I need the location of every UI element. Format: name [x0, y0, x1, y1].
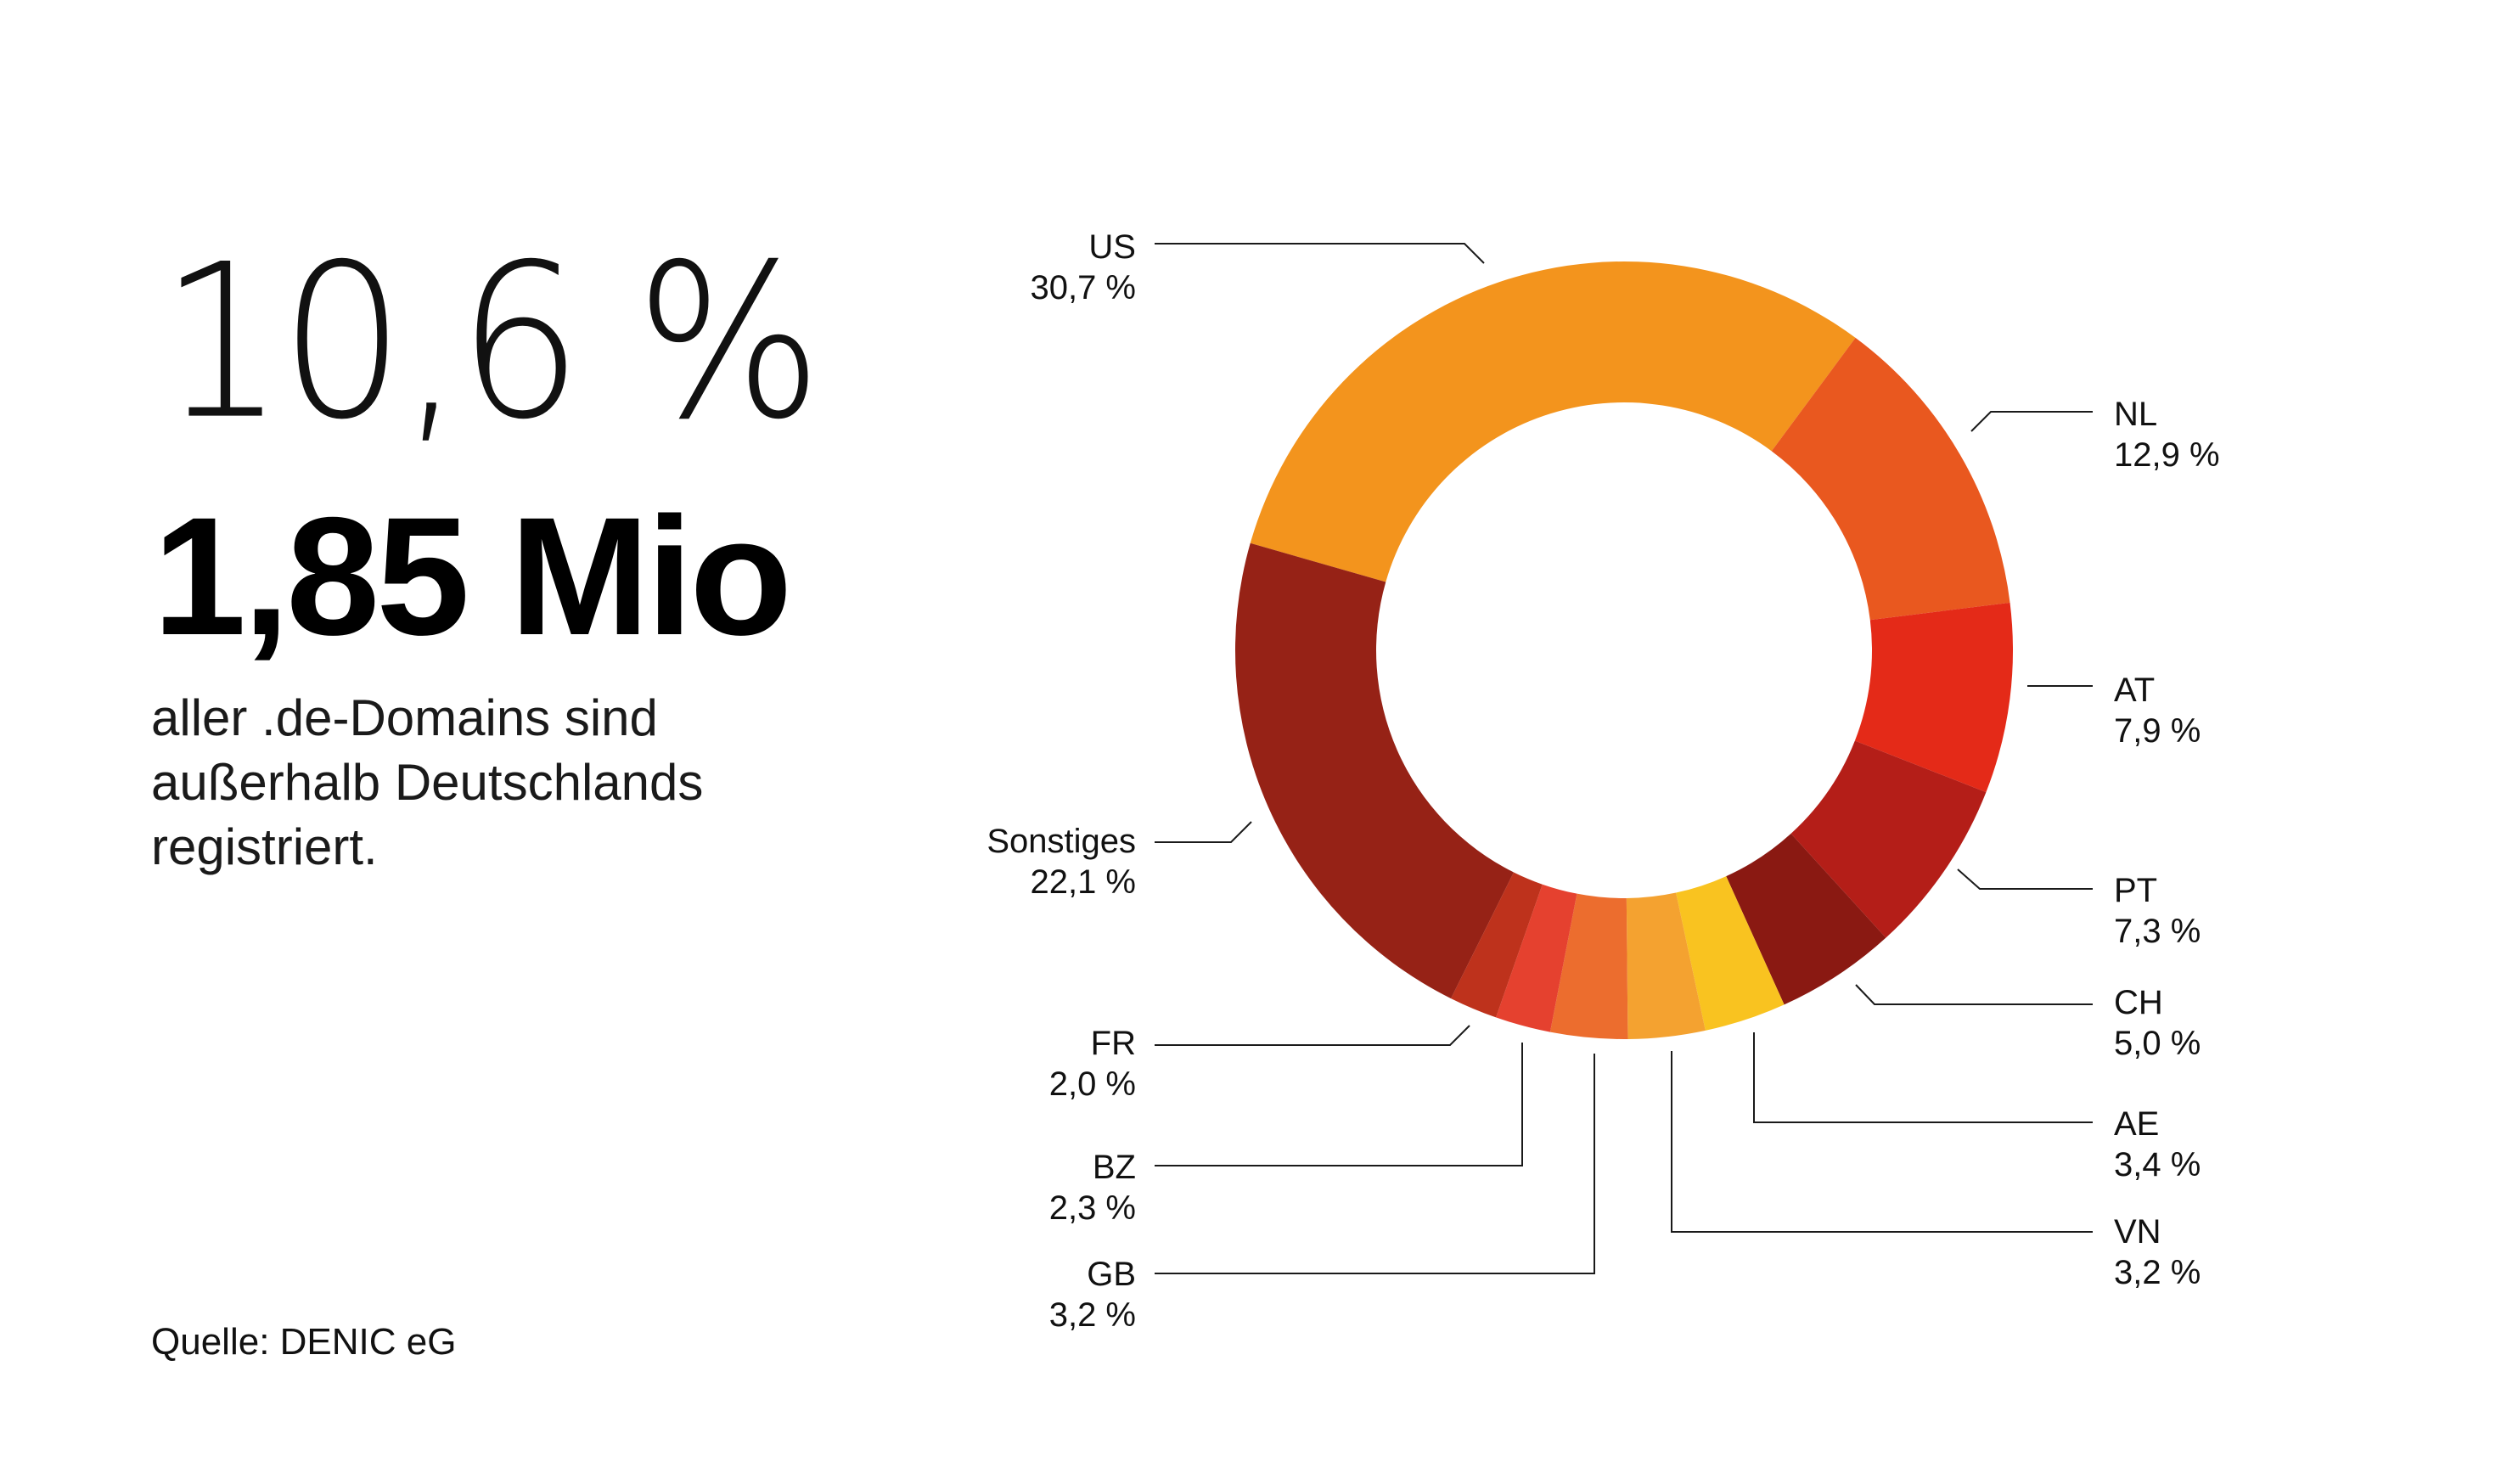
- donut-segment-ch: [1726, 833, 1886, 1005]
- segment-value-us: 30,7 %: [1030, 269, 1136, 306]
- segment-value-ae: 3,4 %: [2114, 1146, 2201, 1183]
- donut-segment-bz: [1496, 884, 1577, 1032]
- segment-label-sonstiges: Sonstiges: [986, 823, 1136, 860]
- description-line-3: registriert.: [151, 818, 378, 875]
- leader-line-nl: [1970, 411, 2093, 432]
- leader-line-gb: [1155, 1054, 1595, 1274]
- headline-count: 1,85 Mio: [153, 482, 792, 670]
- headline-percent: 10,6 %: [160, 218, 823, 467]
- segment-label-ae: AE: [2114, 1105, 2159, 1143]
- source-note: Quelle: DENIC eG: [151, 1321, 457, 1363]
- segment-label-gb: GB: [1087, 1256, 1136, 1293]
- segment-value-bz: 2,3 %: [1049, 1189, 1136, 1227]
- segment-label-fr: FR: [1091, 1025, 1136, 1062]
- leader-line-fr: [1155, 1025, 1470, 1046]
- segment-label-vn: VN: [2114, 1213, 2161, 1251]
- description-line-2: außerhalb Deutschlands: [151, 754, 704, 811]
- leader-line-ae: [1753, 1032, 2093, 1123]
- leader-line-bz: [1155, 1043, 1523, 1166]
- segment-value-sonstiges: 22,1 %: [1030, 863, 1136, 901]
- leader-line-vn: [1671, 1051, 2093, 1233]
- donut-segment-ae: [1676, 876, 1785, 1031]
- donut-segment-gb: [1549, 893, 1628, 1039]
- leader-line-ch: [1855, 984, 2093, 1005]
- segment-value-fr: 2,0 %: [1049, 1065, 1136, 1103]
- donut-segment-pt: [1790, 740, 1987, 938]
- segment-label-ch: CH: [2114, 984, 2163, 1021]
- segment-value-at: 7,9 %: [2114, 712, 2201, 750]
- segment-label-pt: PT: [2114, 872, 2157, 909]
- donut-segment-vn: [1626, 892, 1706, 1039]
- segment-label-us: US: [1088, 228, 1136, 266]
- segment-value-pt: 7,3 %: [2114, 913, 2201, 950]
- leader-line-pt: [1957, 868, 2093, 890]
- donut-segment-sonstiges: [1235, 542, 1514, 999]
- segment-value-ch: 5,0 %: [2114, 1025, 2201, 1062]
- donut-segment-us: [1250, 261, 1856, 582]
- donut-segment-fr: [1451, 872, 1543, 1018]
- leader-lines: [1155, 243, 2093, 1274]
- segment-value-vn: 3,2 %: [2114, 1254, 2201, 1291]
- segment-value-gb: 3,2 %: [1049, 1296, 1136, 1334]
- description-line-1: aller .de-Domains sind: [151, 689, 658, 746]
- leader-line-us: [1155, 243, 1485, 264]
- donut-segment-at: [1854, 602, 2013, 793]
- segment-label-nl: NL: [2114, 396, 2157, 433]
- donut-segment-nl: [1771, 337, 2010, 621]
- segment-label-bz: BZ: [1093, 1149, 1136, 1186]
- headline-description: aller .de-Domains sind außerhalb Deutsch…: [151, 686, 796, 880]
- donut-segments: [1235, 261, 2013, 1039]
- segment-label-at: AT: [2114, 672, 2155, 709]
- leader-line-sonstiges: [1155, 821, 1252, 843]
- segment-value-nl: 12,9 %: [2114, 436, 2220, 474]
